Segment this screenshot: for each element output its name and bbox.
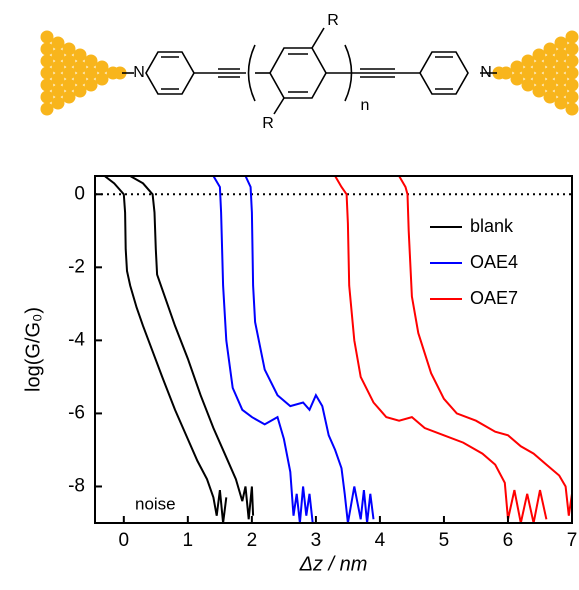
gold-atom (521, 66, 535, 80)
y-axis-label: log(G/G₀) (22, 307, 44, 392)
y-tick-label: -6 (68, 402, 85, 423)
trace (212, 176, 314, 523)
atom-label: N (480, 64, 492, 81)
x-tick-label: 7 (567, 530, 578, 551)
annotation: noise (135, 494, 176, 513)
gold-atom (95, 72, 109, 86)
gold-atom (510, 60, 524, 74)
gold-atom (521, 54, 535, 68)
x-tick-label: 3 (311, 530, 322, 551)
x-axis-label: Δz / nm (299, 553, 368, 575)
gold-atom (543, 54, 557, 68)
gold-atom (532, 60, 546, 74)
gold-atom (73, 72, 87, 86)
gold-atom (554, 96, 568, 110)
gold-atom (543, 66, 557, 80)
gold-atom (543, 78, 557, 92)
x-tick-label: 0 (119, 530, 130, 551)
gold-atom (543, 90, 557, 104)
gold-atom (40, 42, 54, 56)
gold-atom (40, 102, 54, 116)
gold-atom (532, 84, 546, 98)
gold-atom (543, 42, 557, 56)
gold-atom (62, 42, 76, 56)
gold-atom (40, 54, 54, 68)
y-tick-label: -4 (68, 329, 85, 350)
x-tick-label: 5 (439, 530, 450, 551)
gold-atom (554, 60, 568, 74)
gold-atom (554, 36, 568, 50)
substituent-label: R (327, 12, 339, 29)
trace (334, 176, 548, 523)
gold-atom (62, 78, 76, 92)
gold-atom (510, 72, 524, 86)
gold-atom (40, 30, 54, 44)
gold-atom (565, 30, 579, 44)
plot-area (95, 176, 572, 523)
substituent-label: R (262, 115, 274, 132)
gold-atom (51, 72, 65, 86)
x-tick-label: 6 (503, 530, 514, 551)
gold-atom (554, 84, 568, 98)
gold-atom (532, 72, 546, 86)
gold-atom (84, 66, 98, 80)
x-tick-label: 1 (183, 530, 194, 551)
molecule (122, 27, 497, 115)
gold-electrodes (40, 30, 579, 116)
gold-atom (565, 42, 579, 56)
gold-atom (565, 102, 579, 116)
legend-label: blank (470, 216, 514, 236)
legend-label: OAE7 (470, 288, 518, 308)
gold-atom (492, 66, 506, 80)
trace (244, 176, 375, 523)
legend-label: OAE4 (470, 252, 518, 272)
y-tick-label: 0 (74, 183, 85, 204)
trace (129, 176, 255, 520)
gold-atom (40, 66, 54, 80)
gold-atom (40, 78, 54, 92)
gold-atom (40, 90, 54, 104)
gold-atom (113, 66, 127, 80)
gold-atom (73, 84, 87, 98)
trace (398, 176, 572, 516)
gold-atom (84, 54, 98, 68)
atom-label: N (133, 64, 145, 81)
gold-atom (51, 60, 65, 74)
gold-atom (84, 78, 98, 92)
x-tick-label: 4 (375, 530, 386, 551)
gold-atom (95, 60, 109, 74)
gold-atom (554, 48, 568, 62)
gold-atom (51, 84, 65, 98)
gold-atom (565, 90, 579, 104)
gold-atom (62, 54, 76, 68)
gold-atom (62, 90, 76, 104)
gold-atom (62, 66, 76, 80)
gold-atom (565, 54, 579, 68)
gold-atom (532, 48, 546, 62)
trace (103, 176, 228, 523)
gold-atom (554, 72, 568, 86)
gold-atom (51, 36, 65, 50)
gold-atom (73, 60, 87, 74)
gold-atom (565, 78, 579, 92)
gold-atom (565, 66, 579, 80)
axes-frame (94, 175, 573, 524)
repeat-label: n (361, 97, 370, 114)
gold-atom (73, 48, 87, 62)
y-tick-label: -8 (68, 475, 85, 496)
gold-atom (521, 78, 535, 92)
gold-atom (51, 96, 65, 110)
gold-atom (51, 48, 65, 62)
x-tick-label: 2 (247, 530, 258, 551)
y-tick-label: -2 (68, 256, 85, 277)
